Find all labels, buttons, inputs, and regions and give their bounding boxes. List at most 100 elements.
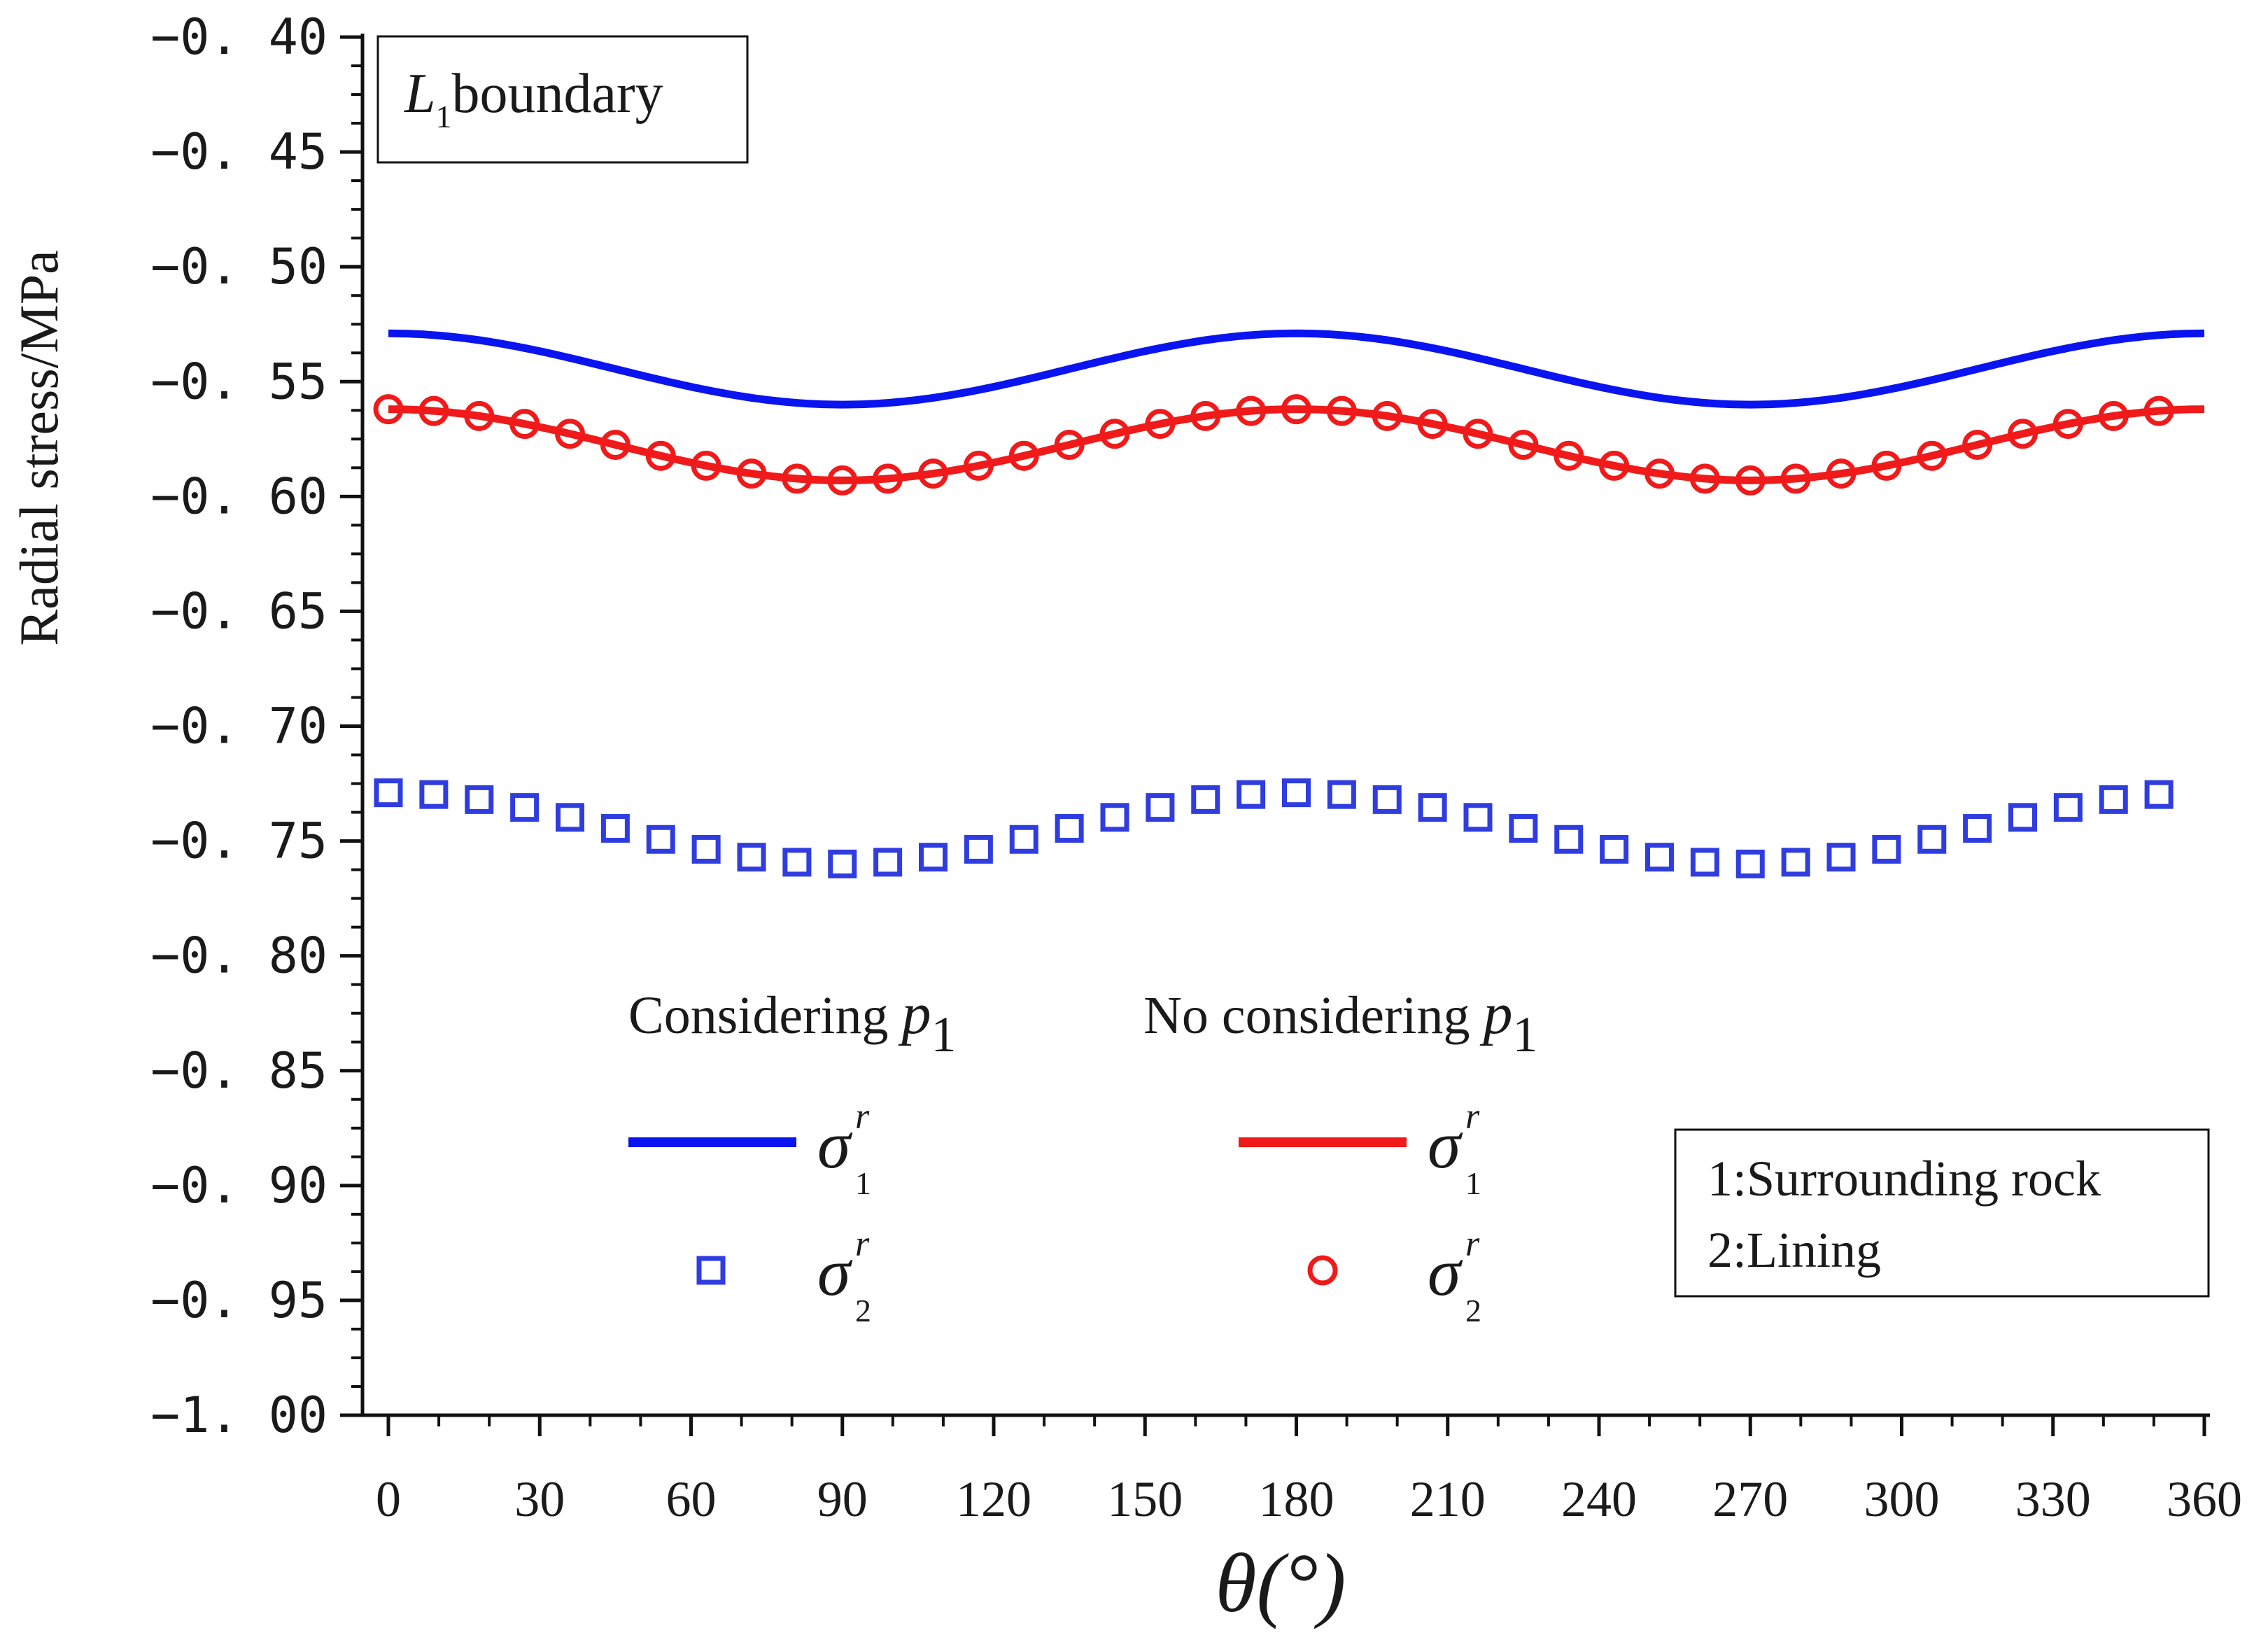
annotation-italic: L xyxy=(404,63,436,125)
square-marker xyxy=(691,834,721,864)
legend-sub-2a: 2 xyxy=(855,1293,871,1328)
square-marker xyxy=(2008,803,2037,832)
circle-marker xyxy=(2052,409,2083,440)
square-marker xyxy=(919,843,948,872)
y-tick-label: −0. 45 xyxy=(150,123,327,181)
circle-marker xyxy=(1145,409,1176,440)
x-tick-label: 180 xyxy=(1259,1471,1334,1527)
circle-marker xyxy=(1326,395,1357,426)
x-tick-label: 90 xyxy=(817,1471,868,1527)
circle-marker xyxy=(736,458,767,489)
square-marker xyxy=(1645,843,1674,872)
y-axis-title: Radial stress/MPa xyxy=(8,250,69,645)
legend-sigma-2b: σ xyxy=(1428,1235,1463,1310)
note-box xyxy=(1674,1128,2210,1298)
circle-marker xyxy=(827,465,858,496)
x-axis-title: θ(°) xyxy=(1216,1536,1346,1629)
legend-group2-param-sub: 1 xyxy=(1512,1006,1537,1062)
series-layer xyxy=(373,329,2205,878)
x-tick-label: 330 xyxy=(2015,1471,2091,1527)
square-marker xyxy=(964,834,993,864)
x-tick-label: 150 xyxy=(1107,1471,1183,1527)
circle-marker xyxy=(1099,419,1130,449)
circle-marker xyxy=(1780,463,1811,494)
y-tick-label: −0. 90 xyxy=(150,1157,327,1214)
circle-marker xyxy=(555,419,585,449)
y-tick-label: −0. 55 xyxy=(150,353,327,410)
legend-sub-2b: 2 xyxy=(1465,1293,1481,1328)
y-tick-label: −0. 85 xyxy=(150,1042,327,1100)
square-marker xyxy=(873,848,903,877)
circle-marker xyxy=(1054,429,1085,460)
legend-sub-1b: 1 xyxy=(1465,1165,1481,1201)
square-marker xyxy=(556,803,584,832)
square-marker xyxy=(510,793,540,822)
series-line xyxy=(388,329,2205,409)
x-tick-label: 120 xyxy=(956,1471,1031,1527)
square-marker xyxy=(1781,848,1810,877)
circle-marker xyxy=(2098,400,2129,431)
legend-group1-param-sub: 1 xyxy=(931,1006,957,1062)
y-tick-label: −1. 00 xyxy=(150,1387,327,1444)
legend-group1-label: Considering xyxy=(628,986,902,1045)
square-marker xyxy=(1418,793,1447,822)
y-tick-label: −0. 95 xyxy=(150,1272,327,1329)
square-marker xyxy=(2099,785,2128,814)
legend-group2-param: p xyxy=(1479,981,1512,1046)
circle-marker xyxy=(1236,395,1267,426)
circle-marker xyxy=(1826,458,1857,489)
y-tick-label: −0. 60 xyxy=(150,468,327,525)
circle-marker xyxy=(1417,409,1448,440)
legend-sup-2a: r xyxy=(855,1224,870,1264)
legend: Considering p1 No considering p1 σ r 1 σ… xyxy=(628,981,1537,1328)
square-marker xyxy=(646,824,675,854)
legend-sigma-1b: σ xyxy=(1428,1107,1463,1182)
circle-marker xyxy=(1008,440,1039,471)
legend-sigma-2a: σ xyxy=(817,1235,853,1310)
series-line xyxy=(388,405,2205,484)
square-marker xyxy=(1055,814,1084,843)
annotation-label: boundary xyxy=(452,63,663,125)
square-marker xyxy=(1872,834,1901,864)
y-tick-label: −0. 40 xyxy=(150,8,327,66)
legend-sup-2b: r xyxy=(1465,1224,1480,1264)
note-line-1: 1:Surrounding rock xyxy=(1707,1151,2101,1207)
square-marker xyxy=(2144,780,2174,809)
square-marker xyxy=(1463,803,1493,832)
x-tick-label: 0 xyxy=(376,1471,401,1527)
square-marker xyxy=(782,848,812,877)
x-tick-label: 240 xyxy=(1561,1471,1637,1527)
circle-marker xyxy=(873,463,903,494)
circle-marker xyxy=(963,450,994,481)
square-marker xyxy=(1191,785,1220,814)
square-marker xyxy=(1327,780,1356,809)
square-marker xyxy=(737,843,766,872)
circle-marker xyxy=(1644,458,1675,489)
square-marker xyxy=(1735,849,1765,878)
y-tick-label: −0. 70 xyxy=(150,698,327,755)
note-line-2: 2:Lining xyxy=(1707,1222,1881,1278)
y-tick-label: −0. 80 xyxy=(150,927,327,985)
x-tick-label: 60 xyxy=(666,1471,717,1527)
y-tick-label: −0. 65 xyxy=(150,582,327,640)
square-marker xyxy=(1237,780,1266,809)
y-ticks: −0. 40 −0. 45 −0. 50 −0. 55 −0. 60 −0. 65 −0. … xyxy=(150,8,362,1444)
square-marker xyxy=(1372,785,1402,814)
circle-marker xyxy=(2008,419,2038,449)
circle-marker xyxy=(600,429,631,460)
legend-group2-label: No considering xyxy=(1143,986,1483,1045)
square-marker xyxy=(465,785,494,814)
circle-marker xyxy=(1735,465,1766,496)
y-tick-label: −0. 50 xyxy=(150,238,327,295)
circle-marker xyxy=(1599,450,1630,481)
circle-marker xyxy=(418,395,449,426)
annotation-sub: 1 xyxy=(436,99,452,134)
x-ticks: 0 30 60 90 120 150 180 210 240 270 300 330 360 xyxy=(376,1415,2242,1527)
x-tick-label: 210 xyxy=(1410,1471,1486,1527)
legend-sup-1b: r xyxy=(1465,1097,1480,1137)
circle-marker xyxy=(918,458,948,489)
square-marker xyxy=(828,849,857,878)
circle-marker xyxy=(645,440,676,471)
circle-marker xyxy=(1554,440,1584,471)
